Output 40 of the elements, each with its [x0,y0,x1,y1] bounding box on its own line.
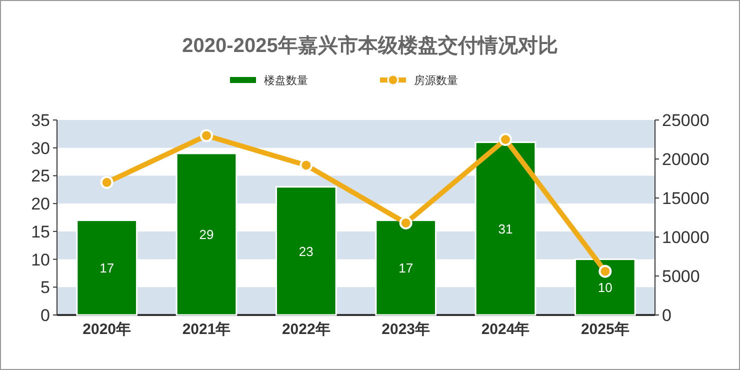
point [598,264,612,278]
point [100,176,114,189]
bar [574,258,636,316]
data-label: 17 [398,260,414,276]
y-tick-label: 5 [40,278,50,298]
point [200,129,213,142]
point [399,216,412,230]
y2-tick-label: 15000 [662,189,710,208]
x-tick-label: 2025年 [580,321,630,338]
bar [76,220,138,316]
y-tick-label: 20 [31,194,50,214]
data-label: 10 [598,280,612,296]
x-tick-label: 2023年 [382,321,430,338]
data-label: 17 [100,260,114,276]
legend-label: 房源数量 [414,74,458,87]
chart-title: 2020-2025年嘉兴市本级楼盘交付情况对比 [182,34,558,57]
y2-tick-label: 20000 [662,150,710,169]
y-tick-label: 30 [31,138,50,158]
x-tick-label: 2024年 [481,321,530,338]
x-tick-label: 2022年 [282,321,330,338]
y-tick-label: 35 [31,111,50,130]
y2-tick-label: 5000 [662,267,700,286]
y-tick-label: 25 [31,166,50,186]
point [499,133,512,146]
y2-tick-label: 0 [662,306,672,325]
x-tick-label: 2020年 [82,321,132,338]
bar [375,220,436,316]
data-label: 31 [498,222,513,237]
y-tick-label: 10 [31,250,50,270]
bar [276,186,337,316]
point [300,158,313,172]
y-tick-label: 15 [31,222,50,242]
y2-tick-label: 25000 [662,111,710,130]
legend-label: 楼盘数量 [264,74,308,87]
data-label: 29 [199,227,214,242]
data-label: 23 [298,244,314,259]
x-tick-label: 2021年 [182,321,231,338]
y2-tick-label: 10000 [662,228,710,247]
y-tick-label: 0 [40,306,50,325]
bar [176,152,238,316]
